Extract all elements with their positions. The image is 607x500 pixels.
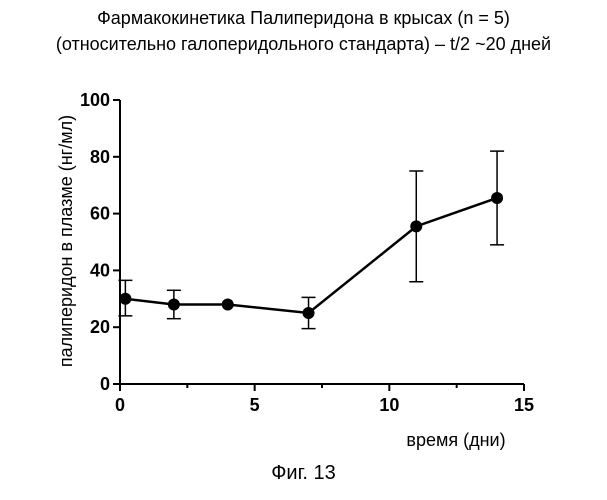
x-tick-label-2: 10 — [379, 395, 399, 415]
x-tick-label-1: 5 — [250, 395, 260, 415]
y-tick-label-5: 100 — [80, 90, 110, 110]
plot-area — [118, 151, 504, 329]
ticks: 0 5 10 15 0 20 40 60 80 100 — [80, 90, 534, 415]
data-point-1 — [168, 298, 180, 310]
axes — [120, 100, 524, 384]
data-point-5 — [491, 192, 503, 204]
pk-line-chart: 0 5 10 15 0 20 40 60 80 100 время (дни) палиперид… — [0, 0, 607, 460]
data-point-2 — [222, 298, 234, 310]
y-tick-label-3: 60 — [90, 204, 110, 224]
data-point-0 — [119, 293, 131, 305]
x-axis-title: время (дни) — [406, 430, 505, 450]
y-tick-label-1: 20 — [90, 317, 110, 337]
data-point-4 — [410, 220, 422, 232]
y-tick-label-2: 40 — [90, 260, 110, 280]
data-point-3 — [303, 307, 315, 319]
x-tick-label-0: 0 — [115, 395, 125, 415]
figure-caption: Фиг. 13 — [0, 462, 607, 485]
x-tick-label-3: 15 — [514, 395, 534, 415]
y-tick-label-4: 80 — [90, 147, 110, 167]
series-line — [125, 198, 497, 313]
y-axis-title: палиперидон в плазме (нг/мл) — [56, 115, 76, 367]
y-tick-label-0: 0 — [100, 374, 110, 394]
